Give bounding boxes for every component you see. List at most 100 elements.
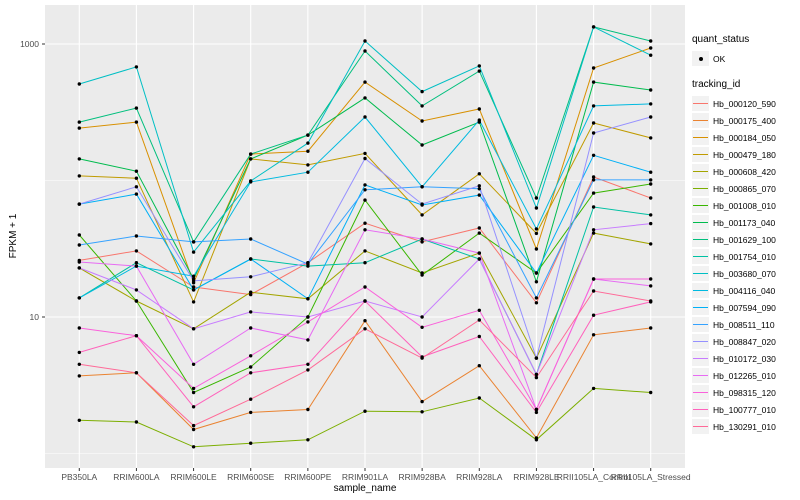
- data-point: [649, 284, 653, 288]
- data-point: [363, 228, 367, 232]
- y-tick-label: 10: [30, 312, 40, 322]
- data-point: [77, 260, 82, 264]
- data-point: [306, 141, 310, 145]
- x-tick-label: RRIM928LA: [456, 472, 503, 482]
- data-point: [649, 53, 653, 57]
- data-point: [134, 264, 139, 268]
- legend-item-label: Hb_000479_180: [713, 149, 776, 160]
- data-point: [591, 175, 596, 179]
- data-point: [77, 126, 82, 130]
- legend-item-Hb_001173_040: Hb_001173_040: [692, 214, 776, 231]
- series-color-key-icon: [692, 283, 709, 298]
- data-point: [649, 390, 653, 395]
- data-point: [649, 102, 653, 106]
- data-point: [591, 313, 596, 317]
- x-tick-label: RRII105LA_Stressed: [611, 472, 691, 482]
- series-color-key-icon: [692, 385, 709, 400]
- series-color-key-icon: [692, 130, 709, 145]
- legend-item-Hb_000184_050: Hb_000184_050: [692, 129, 776, 146]
- data-point: [534, 372, 539, 377]
- data-point: [534, 280, 539, 284]
- data-point: [477, 231, 481, 235]
- data-point: [649, 196, 653, 200]
- legend-item-Hb_012265_010: Hb_012265_010: [692, 367, 776, 384]
- legend-item-Hb_000120_590: Hb_000120_590: [692, 95, 776, 112]
- series-color-key-icon: [692, 300, 709, 315]
- data-point: [363, 221, 367, 225]
- data-point: [249, 410, 253, 415]
- data-point: [591, 66, 596, 70]
- legend-item-Hb_008511_110: Hb_008511_110: [692, 316, 776, 333]
- data-point: [363, 285, 367, 289]
- data-point: [649, 178, 653, 182]
- data-point: [649, 277, 653, 281]
- data-point: [191, 390, 196, 395]
- data-point: [363, 327, 367, 331]
- data-point: [191, 279, 196, 283]
- legend-item-Hb_001754_010: Hb_001754_010: [692, 248, 776, 265]
- data-point: [420, 356, 424, 360]
- legend-item-Hb_000175_400: Hb_000175_400: [692, 112, 776, 129]
- data-point: [649, 39, 653, 43]
- data-point: [249, 310, 253, 314]
- data-point: [77, 82, 82, 86]
- data-point: [306, 297, 310, 301]
- legend-title-quant-status: quant_status: [692, 34, 750, 45]
- data-point: [534, 407, 539, 412]
- data-point: [249, 365, 253, 369]
- series-color-key-icon: [692, 249, 709, 264]
- data-point: [77, 243, 82, 247]
- data-point: [591, 178, 596, 182]
- data-point: [591, 131, 596, 135]
- series-color-key-icon: [692, 164, 709, 179]
- legend-item-Hb_001629_100: Hb_001629_100: [692, 231, 776, 248]
- data-point: [134, 65, 139, 69]
- data-point: [534, 227, 539, 231]
- legend-item-Hb_000865_070: Hb_000865_070: [692, 180, 776, 197]
- data-point: [363, 299, 367, 303]
- data-point: [306, 133, 310, 137]
- data-point: [249, 354, 253, 358]
- legend-item-label: Hb_098315_120: [713, 387, 776, 398]
- data-point: [420, 185, 424, 189]
- data-point: [249, 237, 253, 241]
- data-point: [534, 296, 539, 300]
- data-point: [477, 193, 481, 197]
- legend-item-Hb_098315_120: Hb_098315_120: [692, 384, 776, 401]
- data-point: [363, 188, 367, 192]
- data-point: [649, 242, 653, 246]
- data-point: [534, 247, 539, 251]
- data-point: [77, 157, 82, 161]
- data-point: [191, 445, 196, 449]
- data-point: [306, 368, 310, 372]
- data-point: [363, 409, 367, 413]
- data-point: [191, 423, 196, 428]
- legend-title-tracking-id: tracking_id: [692, 79, 741, 90]
- data-point: [306, 320, 310, 324]
- data-point: [477, 308, 481, 312]
- data-point: [420, 315, 424, 319]
- y-axis-title: FPKM + 1: [8, 213, 19, 259]
- data-point: [191, 405, 196, 409]
- data-point: [420, 119, 424, 123]
- data-point: [306, 261, 310, 265]
- series-color-key-icon: [692, 317, 709, 332]
- data-point: [134, 185, 139, 189]
- data-point: [77, 350, 82, 355]
- data-point: [591, 205, 596, 209]
- data-point: [534, 301, 539, 305]
- data-point: [249, 397, 253, 401]
- data-point: [420, 104, 424, 108]
- data-point: [420, 240, 424, 244]
- data-point: [534, 375, 539, 380]
- data-point: [420, 89, 424, 94]
- data-point: [363, 198, 367, 202]
- legend-item-Hb_007594_090: Hb_007594_090: [692, 299, 776, 316]
- data-point: [420, 237, 424, 241]
- legend-item-ok: OK: [692, 50, 776, 67]
- data-point: [591, 121, 596, 125]
- legend-item-label: Hb_001008_010: [713, 200, 776, 211]
- data-point: [591, 25, 596, 29]
- legend-item-label: Hb_007594_090: [713, 302, 776, 313]
- data-point: [649, 46, 653, 50]
